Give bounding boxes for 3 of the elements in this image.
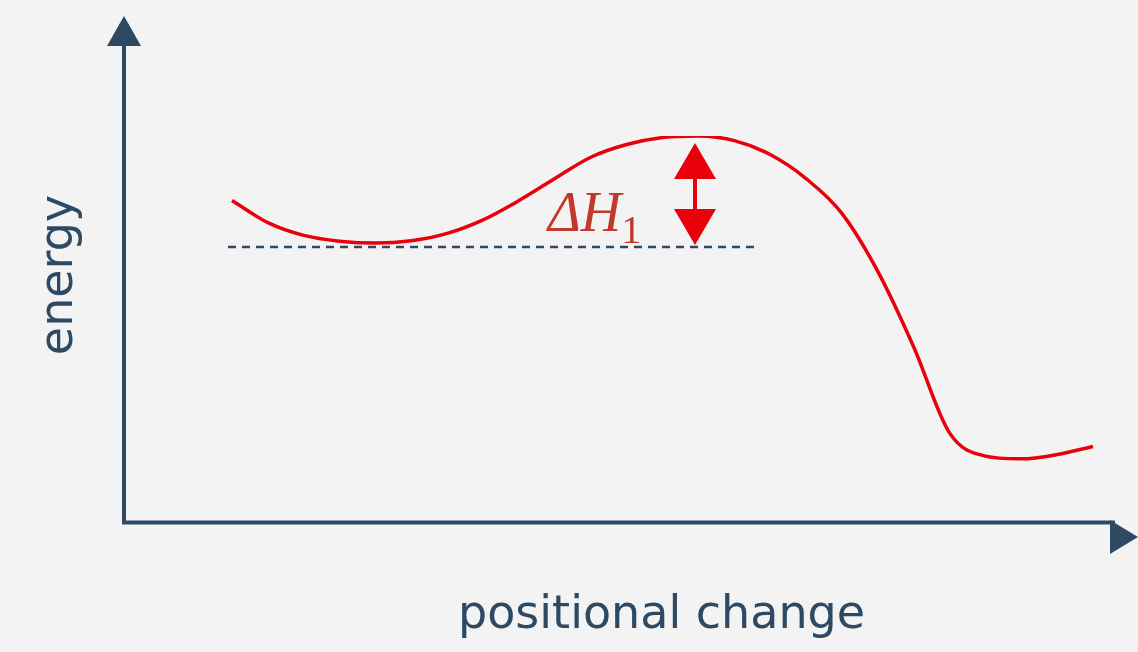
annotation: ΔH$_{1}$ [548, 180, 642, 254]
x-axis-title: positional change [458, 585, 866, 639]
y-axis-title: energy [29, 194, 83, 356]
